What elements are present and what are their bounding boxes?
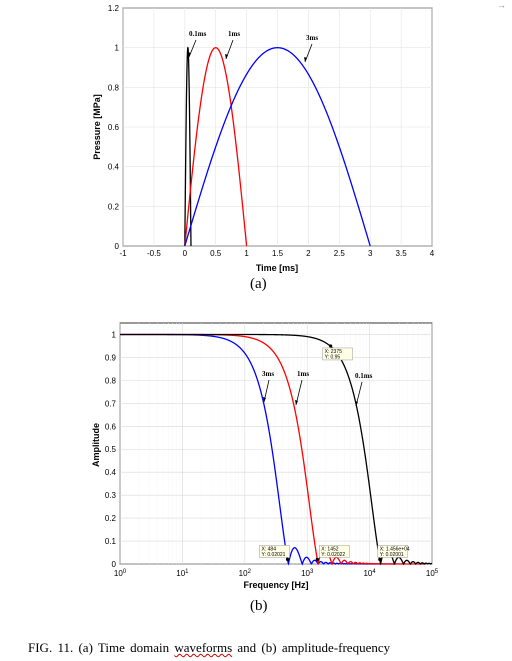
figure-a-xtick-label: 1 xyxy=(244,249,249,258)
figure-a-arrowhead-0p1ms xyxy=(188,52,191,57)
figure-a-ylabel: Pressure [MPa] xyxy=(92,94,102,160)
figure-b-datatip-box xyxy=(377,545,409,558)
figure-b-xtick-label: 105 xyxy=(426,569,439,578)
caption-suffix: and (b) amplitude-frequency xyxy=(232,640,391,655)
figure-a-arrowhead-3ms xyxy=(304,57,307,62)
figure-a-xtick-label: 2.5 xyxy=(334,249,346,258)
figure-a-grid xyxy=(122,7,433,247)
figure-b-ytick-label: 0.2 xyxy=(105,514,117,523)
figure-b-annotation-3ms: 3ms xyxy=(262,370,274,378)
figure-b-ytick-label: 0.3 xyxy=(105,491,117,500)
figure-a-xlabel: Time [ms] xyxy=(256,263,298,273)
figure-a-ytick-label: 1.2 xyxy=(108,4,120,13)
figure-b-ytick-label: 0.4 xyxy=(105,468,117,477)
figure-a-xtick-label: 0.5 xyxy=(210,249,222,258)
figure-a-xtick-label: 3 xyxy=(368,249,373,258)
figure-b-datatip-marker xyxy=(329,344,333,348)
figure-b-datatip-box xyxy=(319,545,350,558)
figure-b-arrowhead-0p1ms xyxy=(355,401,358,406)
figure-b-ytick-label: 0.9 xyxy=(105,353,117,362)
figure-b-ticks: 100 101 102 103 104 105 0 0.1 0.2 0.3 0.4 0.5 0.6 0.7… xyxy=(105,330,439,578)
figure-b-ytick-label: 0.5 xyxy=(105,445,117,454)
figure-a-ytick-label: 1 xyxy=(115,44,120,53)
figure-b-ytick-label: 0.1 xyxy=(105,537,117,546)
figure-b-chart: 100 101 102 103 104 105 0 0.1 0.2 0.3 0.4 0.5 0.6 0.7… xyxy=(91,322,439,590)
figure-b-datatip-box xyxy=(259,545,290,558)
figure-b-xtick-label: 104 xyxy=(363,569,376,578)
figure-a-ticks: -1 -0.5 0 0.5 1 1.5 2 2.5 3 3.5 4 0 0.2 0.4 0.6 0.8 1 1.2 xyxy=(108,4,435,258)
figure-a-ytick-label: 0.8 xyxy=(108,83,120,92)
figure-a-ytick-label: 0.6 xyxy=(108,123,120,132)
figure-a-arrowhead-1ms xyxy=(225,54,228,59)
figure-a-xtick-label: 0 xyxy=(183,249,188,258)
caption-spellcheck-word: waveforms xyxy=(174,640,233,655)
figure-a-xtick-label: -1 xyxy=(119,249,127,258)
figure-a-series-1ms xyxy=(184,47,248,247)
figure-b-datatip-y: Y: 0.95 xyxy=(325,354,341,360)
figure-b-xtick-label: 103 xyxy=(301,569,314,578)
figure-b-xtick-label: 102 xyxy=(239,569,252,578)
figure-a-xtick-label: 2 xyxy=(306,249,311,258)
figure-b-label: (b) xyxy=(250,598,268,614)
figure-a-annotation-1ms: 1ms xyxy=(228,30,240,38)
figure-b-datatip-marker xyxy=(315,557,319,561)
figure-b-xtick-label: 100 xyxy=(114,569,127,578)
figure-b-annotation-0p1ms: 0.1ms xyxy=(355,372,373,380)
figure-b-datatip-x: X: 484 xyxy=(262,546,277,552)
figure-b-ylabel: Amplitude xyxy=(91,423,101,467)
figure-a-annotation-0p1ms: 0.1ms xyxy=(189,30,207,38)
figure-b-arrowhead-3ms xyxy=(263,397,266,402)
figure-b-datatip-x: X: 1452 xyxy=(321,546,338,552)
figure-b-grid xyxy=(119,323,433,565)
figure-b-datatip-x: X: 2375 xyxy=(325,349,342,355)
figure-a-series-3ms xyxy=(184,47,371,247)
caption-prefix: FIG. 11. (a) Time domain xyxy=(28,640,175,655)
figure-a-chart: -1 -0.5 0 0.5 1 1.5 2 2.5 3 3.5 4 0 0.2 0.4 0.6 0.8 1 1.2… xyxy=(92,4,435,273)
figure-b-datatip-y: Y: 0.02021 xyxy=(262,552,286,558)
figure-b-datatip-box xyxy=(322,347,353,361)
figure-a-xtick-label: -0.5 xyxy=(147,249,161,258)
figure-a-ytick-label: 0.2 xyxy=(108,202,120,211)
figure-a-label: (a) xyxy=(250,276,267,292)
figure-b-datatip-marker xyxy=(285,557,290,561)
figure-b-annotations: 3ms 1ms 0.1ms xyxy=(262,370,373,407)
figure-a-curves xyxy=(184,46,371,247)
figure-a-xtick-label: 4 xyxy=(430,249,435,258)
figure-a-annotations: 0.1ms 1ms 3ms xyxy=(188,30,318,63)
corner-mark: → xyxy=(497,0,506,10)
figure-b-xtick-label: 101 xyxy=(176,569,189,578)
figure-a-ytick-label: 0.4 xyxy=(108,163,120,172)
figure-a-xtick-label: 1.5 xyxy=(272,249,284,258)
figure-b-ytick-label: 1 xyxy=(112,330,117,339)
figure-a-series-0p1ms xyxy=(184,46,192,247)
figure-b-ytick-label: 0.6 xyxy=(105,422,117,431)
figure-b-datatip-marker xyxy=(378,557,382,562)
figure-b-datatip-y: Y: 0.02022 xyxy=(321,552,345,558)
figure-b-ytick-label: 0.8 xyxy=(105,376,117,385)
figure-b-arrowhead-1ms xyxy=(295,400,298,405)
figure-b-plot-area xyxy=(119,322,433,565)
figure-a-annotation-3ms: 3ms xyxy=(306,34,318,42)
figure-b-datatip-x: X: 1.456e+04 xyxy=(380,546,410,552)
figure-b-ytick-label: 0 xyxy=(112,560,117,569)
figure-b-ytick-label: 0.7 xyxy=(105,399,117,408)
figure-b-xlabel: Frequency [Hz] xyxy=(243,580,308,590)
figure-a-ytick-label: 0 xyxy=(115,242,120,251)
figure-b-datatip-y: Y: 0.02001 xyxy=(380,552,404,558)
figure-a-xtick-label: 3.5 xyxy=(396,249,408,258)
figure-b-annotation-1ms: 1ms xyxy=(297,370,309,378)
figure-caption: FIG. 11. (a) Time domain waveforms and (… xyxy=(28,640,498,656)
